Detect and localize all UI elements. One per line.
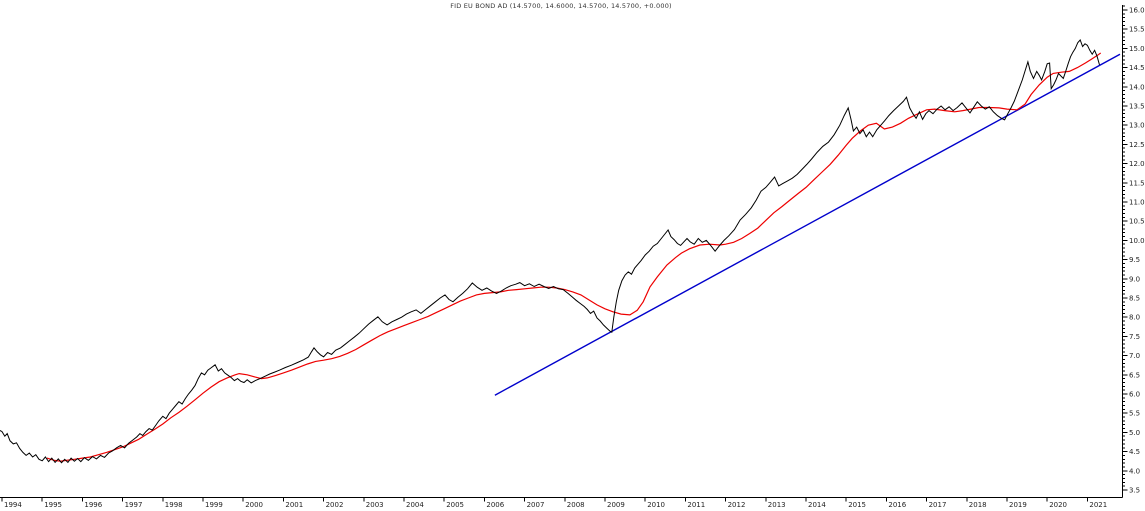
y-axis-label: 15.0 xyxy=(1129,45,1145,53)
x-axis-label: 1995 xyxy=(44,501,62,509)
y-axis-label: 8.0 xyxy=(1129,314,1140,322)
x-axis-label: 1994 xyxy=(4,501,22,509)
chart-title: FID EU BOND AD (14.5700, 14.6000, 14.570… xyxy=(450,2,672,10)
y-axis-label: 13.5 xyxy=(1129,103,1145,111)
x-axis-label: 2011 xyxy=(687,501,705,509)
x-axis-label: 2018 xyxy=(969,501,987,509)
x-axis-label: 2003 xyxy=(366,501,384,509)
x-axis-label: 2005 xyxy=(446,501,464,509)
moving-average-line xyxy=(46,52,1102,462)
x-axis-label: 2008 xyxy=(567,501,585,509)
y-axis-label: 3.5 xyxy=(1129,487,1140,495)
y-axis-label: 15.5 xyxy=(1129,26,1145,34)
y-axis-label: 16.0 xyxy=(1129,7,1145,15)
x-axis-label: 2013 xyxy=(768,501,786,509)
x-axis-label: 2015 xyxy=(848,501,866,509)
x-axis-label: 2007 xyxy=(527,501,545,509)
y-axis-label: 7.5 xyxy=(1129,333,1140,341)
y-axis-label: 11.5 xyxy=(1129,179,1145,187)
y-axis-label: 4.5 xyxy=(1129,448,1140,456)
y-axis-label: 9.5 xyxy=(1129,256,1140,264)
y-axis-label: 10.5 xyxy=(1129,218,1145,226)
y-axis-label: 14.5 xyxy=(1129,64,1145,72)
y-axis-label: 6.5 xyxy=(1129,371,1140,379)
moving-average-series xyxy=(46,52,1102,462)
x-axis-label: 2012 xyxy=(728,501,746,509)
x-axis-label: 2000 xyxy=(245,501,263,509)
y-axis: 16.0 15.5 15.0 14.5 14.0 13.5 13.0 12.5 12.0 11.5… xyxy=(1122,5,1145,498)
x-axis-label: 2010 xyxy=(647,501,665,509)
x-axis: 1994 1995 1996 1997 1998 1999 2000 2001 2002 2003… xyxy=(0,497,1123,509)
price-series xyxy=(0,39,1100,464)
y-axis-label: 12.5 xyxy=(1129,141,1145,149)
x-axis-label: 2014 xyxy=(808,501,826,509)
x-axis-label: 2016 xyxy=(888,501,906,509)
y-axis-label: 5.0 xyxy=(1129,429,1140,437)
x-axis-label: 1996 xyxy=(84,501,102,509)
y-axis-label: 11.0 xyxy=(1129,199,1145,207)
x-axis-label: 2006 xyxy=(486,501,504,509)
y-axis-label: 12.0 xyxy=(1129,160,1145,168)
x-axis-label: 2002 xyxy=(326,501,344,509)
trendline-series xyxy=(494,53,1121,396)
price-line xyxy=(0,39,1100,464)
x-axis-label: 2017 xyxy=(929,501,947,509)
y-axis-label: 9.0 xyxy=(1129,275,1140,283)
y-axis-label: 10.0 xyxy=(1129,237,1145,245)
x-axis-label: 2020 xyxy=(1049,501,1067,509)
y-axis-label: 4.0 xyxy=(1129,467,1140,475)
y-axis-label: 6.0 xyxy=(1129,391,1140,399)
trendline-line xyxy=(494,53,1121,396)
y-axis-label: 8.5 xyxy=(1129,295,1140,303)
x-axis-label: 1999 xyxy=(205,501,223,509)
x-axis-label: 2009 xyxy=(607,501,625,509)
x-axis-label: 2001 xyxy=(285,501,303,509)
y-axis-label: 7.0 xyxy=(1129,352,1140,360)
y-axis-label: 13.0 xyxy=(1129,122,1145,130)
x-axis-label: 2019 xyxy=(1009,501,1027,509)
x-axis-label: 1997 xyxy=(125,501,143,509)
x-axis-label: 2004 xyxy=(406,501,424,509)
x-axis-label: 1998 xyxy=(165,501,183,509)
y-axis-label: 14.0 xyxy=(1129,83,1145,91)
y-axis-label: 5.5 xyxy=(1129,410,1140,418)
x-axis-label: 2021 xyxy=(1089,501,1107,509)
